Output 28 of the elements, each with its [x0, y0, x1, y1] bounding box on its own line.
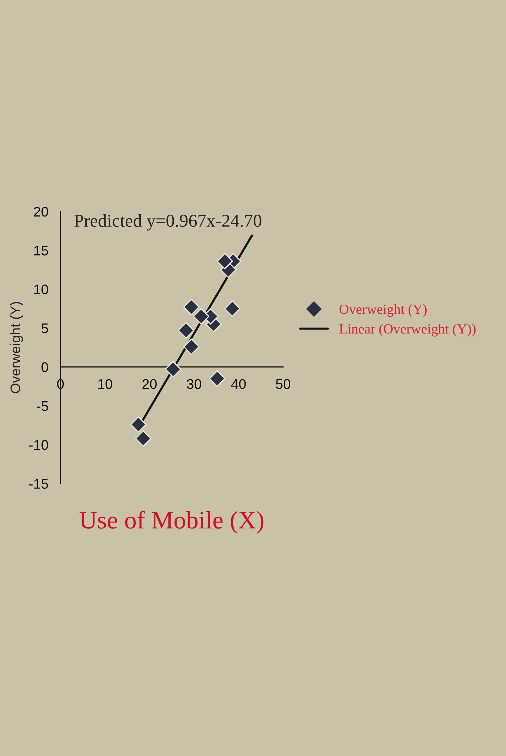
- point: [130, 416, 147, 433]
- y-axis-title: Overweight (Y): [10, 302, 24, 394]
- point: [193, 308, 210, 325]
- point: [135, 430, 152, 447]
- y-tick-label: 10: [34, 284, 48, 295]
- x-tick-label: 20: [142, 379, 157, 390]
- y-tick-label: 20: [34, 207, 48, 217]
- y-tick-label: 0: [42, 362, 48, 372]
- point: [224, 300, 241, 318]
- y-tick-label: -5: [37, 402, 48, 412]
- y-tick-label: 15: [34, 246, 48, 256]
- point: [183, 338, 200, 356]
- legend-label: Overweight (Y): [340, 304, 427, 318]
- point: [183, 299, 200, 316]
- point: [209, 370, 226, 388]
- y-tick-label: -15: [29, 479, 48, 490]
- legend-label: Linear (Overweight (Y)): [340, 324, 476, 337]
- point: [165, 361, 182, 378]
- y-tick-label: 5: [42, 324, 48, 334]
- y-tick-label: -10: [29, 440, 48, 450]
- point: [178, 322, 194, 339]
- x-tick-label: 10: [98, 379, 112, 390]
- x-tick-label: 30: [187, 379, 202, 390]
- x-tick-label: 40: [231, 379, 246, 390]
- x-tick-label: 50: [276, 379, 291, 390]
- x-axis-title: Use of Mobile (X): [80, 511, 264, 534]
- annotation: Predicted y=0.967x-24.70: [74, 214, 262, 231]
- point: [216, 253, 234, 270]
